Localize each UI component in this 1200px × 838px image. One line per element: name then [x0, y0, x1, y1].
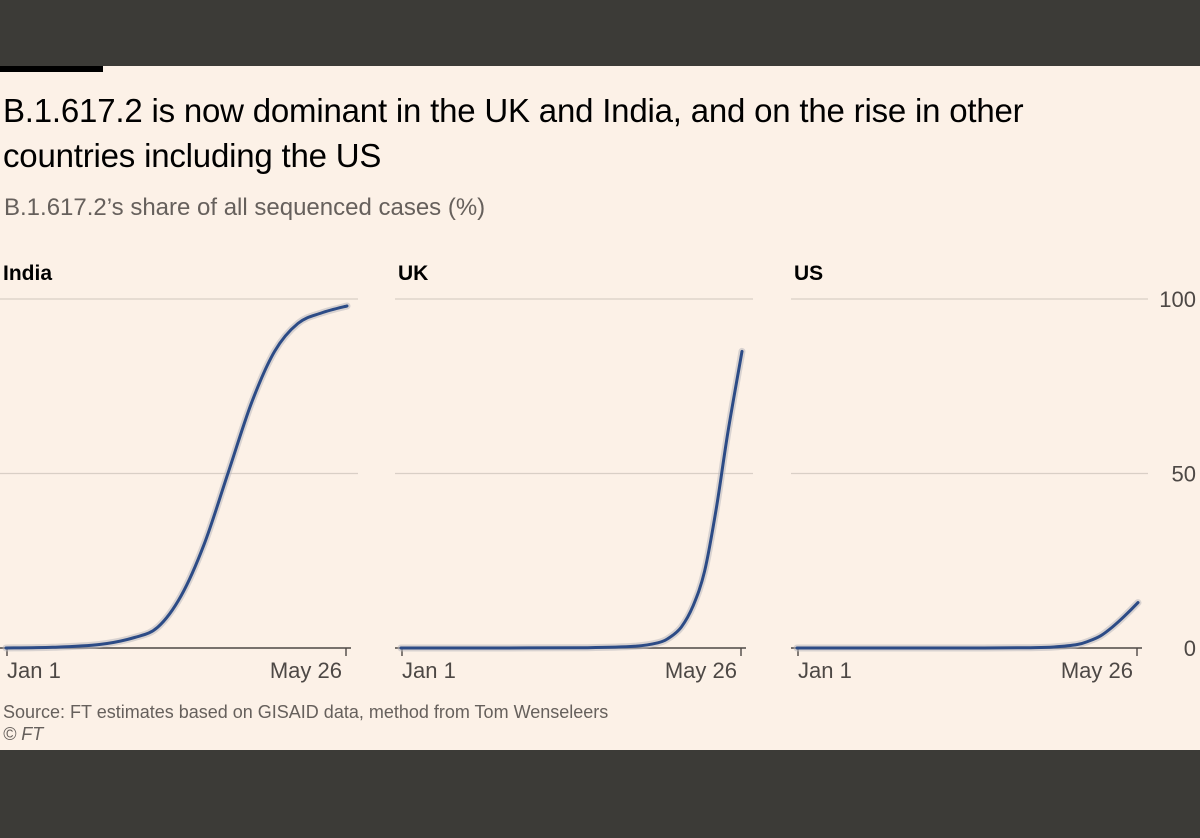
panel-title-uk: UK	[398, 262, 428, 285]
confidence-band	[2, 302, 351, 652]
series-line-uk	[399, 349, 744, 650]
x-tick-label-start: Jan 1	[798, 658, 852, 683]
x-tick-label-start: Jan 1	[7, 658, 61, 683]
x-tick-label-end: May 26	[270, 658, 342, 683]
series-line-india	[4, 304, 349, 650]
panel-title-india: India	[3, 262, 52, 285]
small-multiples-chart: India Jan 1 May 26 UK Jan 1 May 26 US Jan 1 May …	[0, 262, 1196, 683]
source-note: Source: FT estimates based on GISAID dat…	[3, 702, 609, 722]
confidence-band	[397, 347, 746, 652]
chart-card: B.1.617.2 is now dominant in the UK and …	[0, 66, 1200, 750]
y-tick-label-50: 50	[1172, 462, 1196, 487]
ft-accent-bar	[0, 66, 103, 72]
chart-subtitle: B.1.617.2’s share of all sequenced cases…	[4, 194, 486, 221]
y-tick-label-100: 100	[1159, 287, 1196, 312]
copyright-note: © FT	[3, 724, 44, 744]
chart-title: B.1.617.2 is now dominant in the UK and …	[3, 92, 1024, 174]
x-tick-label-end: May 26	[665, 658, 737, 683]
y-tick-label-0: 0	[1184, 636, 1196, 661]
series-line-us	[795, 601, 1140, 650]
x-tick-label-start: Jan 1	[402, 658, 456, 683]
panel-title-us: US	[794, 262, 823, 285]
x-tick-label-end: May 26	[1061, 658, 1133, 683]
